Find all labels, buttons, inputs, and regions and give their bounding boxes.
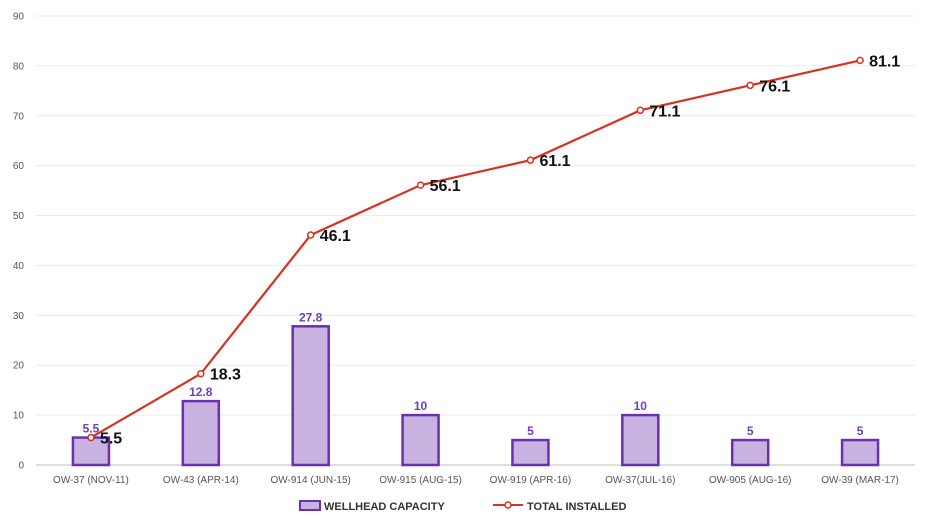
- line-point: [526, 156, 535, 164]
- x-tick-label: OW-39 (MAR-17): [821, 475, 899, 486]
- x-tick-label: OW-919 (APR-16): [490, 475, 572, 486]
- y-tick-label: 0: [18, 461, 24, 472]
- y-tick-label: 30: [13, 311, 25, 322]
- line-point: [856, 56, 864, 65]
- x-tick-label: OW-37(JUL-16): [605, 475, 675, 486]
- bar: [291, 325, 330, 467]
- bar-series: [71, 325, 880, 467]
- line-series: [87, 56, 864, 442]
- y-tick-label: 60: [13, 161, 25, 172]
- line-point: [197, 369, 205, 378]
- x-tick-label: OW-915 (AUG-15): [379, 475, 462, 486]
- series-line: [90, 59, 861, 439]
- x-tick-label: OW-43 (APR-14): [163, 475, 239, 486]
- line-data-label: 46.1: [320, 228, 351, 245]
- bar-data-label: 5: [527, 424, 534, 438]
- bar: [181, 399, 221, 467]
- y-tick-label: 50: [13, 211, 25, 222]
- line-value-labels: 5.5 18.3 46.1 56.1 61.1 71.1 76.1 81.1: [100, 53, 900, 447]
- bar-data-label: 12.8: [189, 385, 213, 399]
- bar-data-label: 5: [747, 424, 754, 438]
- bar: [401, 413, 440, 467]
- bar: [511, 438, 550, 467]
- bar: [730, 438, 770, 467]
- x-axis-ticks: OW-37 (NOV-11) OW-43 (APR-14) OW-914 (JUN-…: [53, 475, 899, 486]
- bar-data-label: 10: [634, 399, 648, 413]
- bar-value-labels: 5.5 12.8 27.8 10 5 10 5 5: [83, 310, 864, 438]
- legend: WELLHEAD CAPACITY TOTAL INSTALLED: [299, 500, 626, 513]
- line-point: [416, 181, 425, 189]
- y-tick-label: 80: [13, 61, 25, 72]
- line-data-label: 18.3: [210, 367, 241, 384]
- line-data-label: 5.5: [100, 431, 122, 448]
- line-data-label: 56.1: [430, 178, 461, 195]
- line-point: [636, 106, 645, 115]
- line-point: [746, 81, 754, 90]
- legend-bar-swatch: [299, 500, 321, 511]
- y-axis-ticks: 0 10 20 30 40 50 60 70 80 90: [13, 12, 25, 472]
- x-tick-label: OW-914 (JUN-15): [270, 475, 350, 486]
- line-point: [306, 231, 315, 239]
- y-tick-label: 10: [13, 411, 25, 422]
- y-tick-label: 70: [13, 111, 25, 122]
- bar-data-label: 5: [857, 424, 864, 438]
- line-data-label: 61.1: [539, 153, 570, 170]
- bar-data-label: 5.5: [83, 422, 100, 436]
- line-data-label: 76.1: [759, 78, 790, 95]
- x-tick-label: OW-37 (NOV-11): [53, 475, 129, 486]
- legend-line-label: TOTAL INSTALLED: [527, 501, 626, 513]
- line-data-label: 71.1: [649, 103, 680, 120]
- bar-data-label: 10: [414, 399, 428, 413]
- legend-bar-label: WELLHEAD CAPACITY: [324, 501, 445, 513]
- bar: [621, 413, 660, 467]
- y-tick-label: 90: [13, 12, 25, 23]
- line-point: [87, 433, 95, 442]
- line-data-label: 81.1: [869, 53, 900, 70]
- x-tick-label: OW-905 (AUG-16): [709, 475, 792, 486]
- legend-line-marker: [504, 501, 512, 509]
- y-tick-label: 20: [13, 361, 25, 372]
- bar: [840, 438, 880, 467]
- bar-data-label: 27.8: [299, 310, 323, 324]
- y-tick-label: 40: [13, 261, 25, 272]
